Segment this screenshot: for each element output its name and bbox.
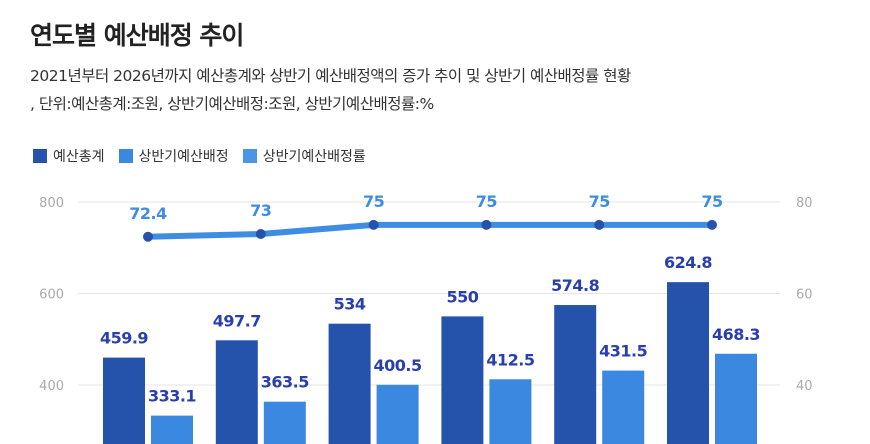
bar-total-budget — [554, 305, 597, 444]
bar-data-label: 412.5 — [486, 350, 534, 369]
right-axis-tick: 40 — [796, 379, 813, 394]
line-data-label: 75 — [701, 192, 723, 211]
bar-data-label: 497.7 — [213, 311, 261, 330]
bar-data-label: 400.5 — [374, 356, 422, 375]
chart-title: 연도별 예산배정 추이 — [30, 21, 244, 50]
bar-data-label: 431.5 — [599, 342, 647, 361]
line-data-label: 75 — [589, 192, 611, 211]
bar-first-half-allocation — [376, 384, 419, 444]
line-marker — [255, 229, 266, 240]
left-axis-tick: 600 — [39, 288, 64, 303]
line-data-label: 72.4 — [129, 204, 167, 223]
bar-data-label: 333.1 — [148, 387, 196, 406]
line-marker — [368, 219, 379, 230]
bar-data-label: 468.3 — [712, 325, 760, 344]
right-axis-tick: 80 — [796, 196, 813, 211]
bar-data-label: 363.5 — [261, 373, 309, 392]
bar-first-half-allocation — [263, 401, 306, 444]
line-first-half-rate — [147, 221, 712, 240]
bar-first-half-allocation — [151, 415, 193, 444]
line-data-label: 75 — [476, 192, 498, 211]
legend-label: 상반기예산배정률 — [262, 149, 366, 165]
bar-total-budget — [103, 357, 145, 444]
legend-item: 예산총계 — [33, 146, 105, 166]
line-marker — [481, 219, 492, 230]
legend-item: 상반기예산배정 — [118, 146, 229, 166]
legend-label: 예산총계 — [53, 149, 105, 165]
bar-total-budget — [215, 340, 258, 444]
legend-label: 상반기예산배정 — [138, 149, 229, 165]
left-axis-tick: 800 — [39, 196, 64, 211]
bar-total-budget — [441, 316, 484, 444]
bar-total-budget — [328, 323, 371, 444]
legend-swatch — [118, 149, 133, 163]
legend-item: 상반기예산배정률 — [242, 146, 366, 166]
line-data-label: 75 — [363, 192, 385, 211]
legend-swatch — [242, 149, 257, 163]
line-marker — [143, 231, 153, 242]
bar-first-half-allocation — [715, 353, 757, 444]
bar-total-budget — [667, 282, 709, 444]
bar-data-label: 624.8 — [664, 253, 712, 272]
left-axis-tick: 400 — [39, 379, 64, 394]
bar-data-label: 534 — [334, 295, 366, 314]
line-marker — [594, 219, 605, 230]
bar-data-label: 574.8 — [551, 276, 599, 295]
line-data-label: 73 — [250, 201, 271, 220]
subtitle-line-2: , 단위:예산총계:조원, 상반기예산배정:조원, 상반기예산배정률:% — [30, 95, 434, 113]
subtitle-line-1: 2021년부터 2026년까지 예산총계와 상반기 예산배정액의 증가 추이 및… — [30, 67, 631, 85]
legend: 예산총계 상반기예산배정 상반기예산배정률 — [33, 146, 366, 166]
legend-swatch — [33, 149, 47, 163]
bar-data-label: 550 — [446, 287, 478, 306]
right-axis-tick: 60 — [796, 288, 813, 303]
bar-first-half-allocation — [489, 379, 532, 444]
bar-data-label: 459.9 — [100, 329, 148, 348]
bar-first-half-allocation — [602, 370, 645, 444]
line-marker — [707, 219, 717, 230]
